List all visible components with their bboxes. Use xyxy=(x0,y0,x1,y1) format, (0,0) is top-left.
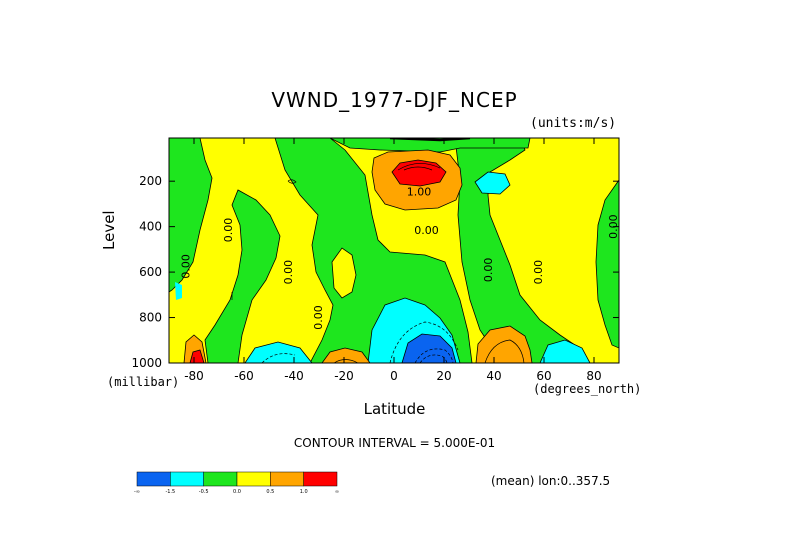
green-region-south-mid xyxy=(204,189,281,363)
x-tick-label: -40 xyxy=(284,369,304,383)
colorbar-bin xyxy=(136,471,171,487)
cyan-region-nh-upper xyxy=(474,171,511,195)
cyan-region-nh-surface xyxy=(539,339,591,363)
y-tick-label: 400 xyxy=(139,220,162,234)
mean-longitude-note: (mean) lon:0..357.5 xyxy=(491,474,611,488)
colorbar-bin xyxy=(203,471,238,487)
axis-ticks: -80 -60 -40 -20 0 20 40 60 80 200 400 600 800 1000 xyxy=(131,138,619,383)
cyan-region-sp-edge xyxy=(175,282,182,300)
y-tick-label: 200 xyxy=(139,174,162,188)
colorbar: -∞ -1.5 -0.5 0.0 0.5 1.0 ∞ xyxy=(134,471,339,495)
contour-interval: CONTOUR INTERVAL = 5.000E-01 xyxy=(293,436,496,450)
contour-label: 0.00 xyxy=(282,260,295,285)
colorbar-label: -0.5 xyxy=(199,489,209,495)
yellow-island-central xyxy=(331,247,357,299)
green-region-np xyxy=(595,179,619,349)
units-label: (units:m/s) xyxy=(530,116,617,131)
contour-label: 0.00 xyxy=(482,258,495,283)
colorbar-bin xyxy=(170,471,204,487)
green-strip-top xyxy=(329,138,531,153)
contour-lines xyxy=(231,138,525,363)
contour-label: 0.00 xyxy=(414,224,439,237)
x-tick-label: 40 xyxy=(486,369,501,383)
y-tick-label: 1000 xyxy=(131,356,162,370)
x-axis-unit: (degrees_north) xyxy=(533,382,642,396)
contour-label: 0.00 xyxy=(532,260,545,285)
x-tick-label: -20 xyxy=(334,369,354,383)
colorbar-bin xyxy=(270,471,304,487)
colorbar-bin xyxy=(236,471,271,487)
orange-region-nh-surface xyxy=(475,325,533,363)
green-region-north-mid xyxy=(454,138,591,363)
orange-region-sh-surface xyxy=(321,347,371,363)
x-tick-label: 80 xyxy=(586,369,601,383)
plot-field xyxy=(169,138,619,363)
y-tick-label: 800 xyxy=(139,311,162,325)
contour-label: 1.00 xyxy=(407,186,432,199)
x-tick-label: -60 xyxy=(234,369,254,383)
colorbar-label: 1.0 xyxy=(300,489,308,495)
blue-region-equator xyxy=(401,333,457,363)
x-tick-label: 0 xyxy=(390,369,398,383)
colorbar-bin xyxy=(303,471,338,487)
contour-label: 0.00 xyxy=(312,305,325,330)
contour-label: 0.00 xyxy=(180,254,193,279)
contour-text-layer: 0.000.000.000.000.000.00 0.000.001.00 xyxy=(180,186,621,330)
y-tick-label: 600 xyxy=(139,265,162,279)
colorbar-label: -∞ xyxy=(134,489,140,495)
chart-title: VWND_1977-DJF_NCEP xyxy=(271,88,518,112)
x-axis-label: Latitude xyxy=(363,400,426,418)
colorbar-end-label: ∞ xyxy=(335,489,339,495)
x-tick-label: -80 xyxy=(184,369,204,383)
contour-label: 0.00 xyxy=(222,218,235,243)
colorbar-label: 0.5 xyxy=(266,489,274,495)
colorbar-label: -1.5 xyxy=(165,489,175,495)
y-axis-label: Level xyxy=(100,210,118,250)
colorbar-label: 0.0 xyxy=(233,489,241,495)
x-tick-label: 20 xyxy=(436,369,451,383)
green-region-sp xyxy=(169,138,213,293)
cyan-region-sh-surface xyxy=(244,341,313,363)
y-axis-unit: (millibar) xyxy=(107,375,180,389)
x-tick-label: 60 xyxy=(536,369,551,383)
